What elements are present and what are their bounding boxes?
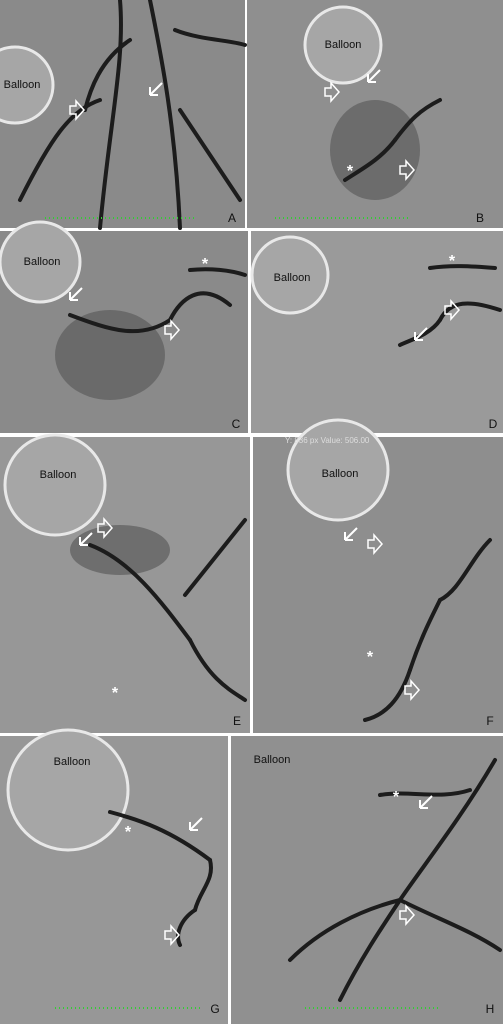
star-marker: *: [125, 824, 132, 841]
vessel: [378, 788, 472, 797]
balloon-outline: [0, 45, 55, 125]
panel-letter: C: [232, 417, 241, 431]
balloon-label: Balloon: [325, 39, 362, 51]
panel-letter: E: [233, 714, 241, 728]
vessel: [363, 668, 412, 722]
open-arrow: [69, 99, 86, 121]
balloon-label: Balloon: [274, 272, 311, 284]
balloon-label: Balloon: [322, 468, 359, 480]
arrow: [419, 795, 433, 809]
star-marker: *: [202, 256, 209, 273]
stain: [70, 525, 170, 575]
vessel: [438, 301, 502, 322]
open-arrow: [399, 904, 416, 926]
star-marker: *: [347, 163, 354, 180]
vessel: [168, 291, 232, 322]
vessel: [343, 138, 397, 182]
vessel: [338, 898, 402, 1002]
vessel: [178, 108, 242, 202]
vessel: [188, 638, 247, 702]
open-arrow: [444, 299, 461, 321]
panel: Balloon * G: [0, 728, 228, 1024]
balloon-outline: [286, 418, 390, 522]
panel: Balloon * B: [247, 0, 503, 228]
vessel: [18, 98, 102, 202]
arrow: [414, 327, 428, 341]
balloon-label: Balloon: [4, 79, 41, 91]
panel-letter: H: [486, 1002, 495, 1016]
panel: Balloon * D: [250, 231, 503, 433]
vessel: [428, 264, 497, 270]
arrow: [367, 69, 381, 83]
vessel: [176, 908, 197, 947]
balloon-outline: [6, 728, 130, 852]
panel-letter: B: [476, 211, 484, 225]
open-arrow: [404, 679, 421, 701]
balloon-label: Balloon: [40, 469, 77, 481]
open-arrow: [399, 159, 416, 181]
balloon-label: Balloon: [54, 756, 91, 768]
star-marker: *: [112, 685, 119, 702]
vessel: [408, 598, 442, 672]
panel-letter: D: [489, 417, 498, 431]
panel: Balloon * F: [253, 418, 503, 733]
vessel: [188, 267, 247, 277]
vessel: [398, 898, 502, 952]
vessel: [193, 858, 213, 912]
vessel: [398, 758, 497, 902]
open-arrow: [164, 319, 181, 341]
panel-letter: F: [486, 714, 493, 728]
star-marker: *: [367, 649, 374, 666]
vessel: [108, 810, 212, 862]
overlay-text: Y: 836 px Value: 506.00: [285, 436, 370, 445]
star-marker: *: [449, 253, 456, 270]
vessel: [98, 0, 123, 230]
panel-image: [231, 736, 503, 1024]
vessel: [288, 898, 402, 962]
open-arrow: [367, 533, 384, 555]
stain: [330, 100, 420, 200]
balloon-label: Balloon: [254, 754, 291, 766]
vessel: [393, 98, 442, 142]
balloon-outline: [3, 433, 107, 537]
panel-letter: G: [210, 1002, 219, 1016]
balloon-outline: [303, 5, 383, 85]
vessel: [183, 518, 247, 597]
vessel: [68, 313, 172, 334]
arrow: [79, 532, 93, 546]
panel: Balloon * E: [0, 433, 250, 733]
panel-letter: A: [228, 211, 236, 225]
open-arrow: [324, 81, 341, 103]
panel: Balloon * C: [0, 220, 248, 433]
arrow: [189, 817, 203, 831]
vessel: [438, 538, 492, 602]
stain: [55, 310, 165, 400]
balloon-label: Balloon: [24, 256, 61, 268]
open-arrow: [97, 517, 114, 539]
panel: Balloon A: [0, 0, 247, 230]
vessel: [88, 543, 192, 642]
panel: Balloon * H: [231, 736, 503, 1024]
vessel: [83, 38, 132, 112]
arrow: [344, 527, 358, 541]
arrow: [149, 82, 163, 96]
vessel: [173, 28, 247, 47]
star-marker: *: [393, 789, 400, 806]
vessel: [148, 0, 182, 230]
open-arrow: [164, 924, 181, 946]
balloon-outline: [0, 220, 82, 304]
arrow: [69, 287, 83, 301]
balloon-outline: [250, 235, 330, 315]
